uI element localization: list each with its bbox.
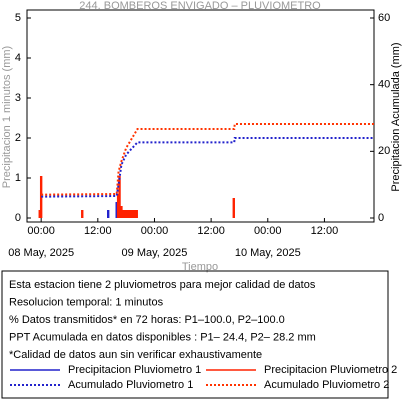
y-tick-label: 1	[15, 172, 21, 184]
chart-title: 244. BOMBEROS ENVIGADO – PLUVIOMETRO	[79, 0, 321, 12]
y-axis-label: Precipitacion 1 minutos (mm)	[1, 46, 13, 188]
bar	[38, 210, 41, 218]
y-tick-label: 0	[15, 212, 21, 224]
legend-label: Precipitacion Pluviometro 2	[264, 364, 397, 376]
note-line: % Datos transmitidos* en 72 horas: P1–10…	[9, 314, 285, 326]
note-line: Esta estacion tiene 2 pluviometros para …	[9, 279, 316, 291]
bar	[118, 176, 121, 218]
y2-axis-label: Precipitacion Acumulada (mm)	[390, 42, 402, 191]
note-line: PPT Acumulada en datos disponibles : P1–…	[9, 331, 316, 343]
x-tick-label: 12:00	[84, 225, 112, 237]
legend-label: Precipitacion Pluviometro 1	[68, 364, 201, 376]
accumulated-line	[41, 137, 374, 198]
note-line: *Calidad de datos aun sin verificar exha…	[9, 349, 262, 361]
y2-tick-label: 0	[378, 212, 384, 224]
legend-label: Acumulado Pluviometro 2	[264, 379, 389, 391]
x-date-label: 10 May, 2025	[235, 247, 301, 259]
x-tick-label: 12:00	[197, 225, 225, 237]
y2-tick-label: 20	[378, 145, 390, 157]
legend-box	[1, 270, 389, 399]
bar	[135, 210, 138, 218]
bar	[115, 202, 118, 218]
y-tick-label: 5	[15, 12, 21, 24]
x-tick-label: 12:00	[311, 225, 339, 237]
bar	[81, 210, 84, 218]
bar	[232, 198, 235, 218]
y2-tick-label: 60	[378, 12, 390, 24]
note-line: Resolucion temporal: 1 minutos	[9, 296, 164, 308]
y2-tick-label: 40	[378, 79, 390, 91]
bar	[39, 176, 43, 218]
x-date-label: 08 May, 2025	[8, 247, 74, 259]
y-tick-label: 3	[15, 92, 21, 104]
accumulated-line	[41, 123, 374, 196]
x-tick-label: 00:00	[27, 225, 55, 237]
y-tick-label: 2	[15, 132, 21, 144]
x-tick-label: 00:00	[254, 225, 282, 237]
bar	[107, 210, 110, 218]
x-axis-label: Tiempo	[182, 261, 218, 273]
plot-frame	[26, 9, 375, 223]
bar	[116, 194, 120, 218]
x-tick-label: 00:00	[141, 225, 169, 237]
legend-label: Acumulado Pluviometro 1	[68, 379, 193, 391]
y-tick-label: 4	[15, 52, 21, 64]
x-date-label: 09 May, 2025	[122, 247, 188, 259]
